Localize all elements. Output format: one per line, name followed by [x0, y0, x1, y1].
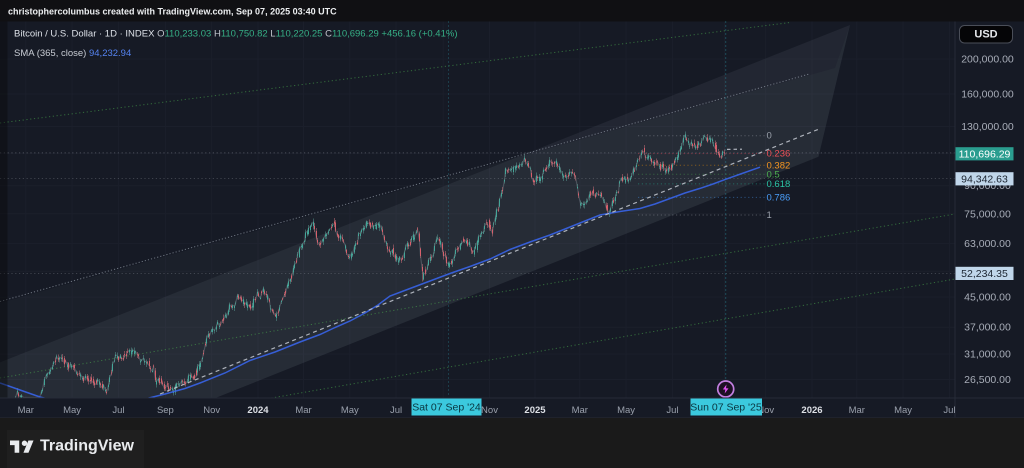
svg-text:Sep: Sep — [157, 405, 174, 416]
svg-text:0.786: 0.786 — [767, 193, 791, 204]
svg-text:TradingView: TradingView — [40, 438, 135, 455]
svg-text:31,000.00: 31,000.00 — [964, 349, 1011, 361]
svg-text:Sun 07 Sep '25: Sun 07 Sep '25 — [690, 402, 762, 414]
svg-text:0: 0 — [767, 130, 772, 141]
svg-text:Nov: Nov — [757, 405, 774, 416]
svg-text:Mar: Mar — [18, 405, 34, 416]
svg-text:130,000.00: 130,000.00 — [961, 121, 1014, 133]
svg-text:2024: 2024 — [247, 405, 269, 416]
svg-text:May: May — [341, 405, 359, 416]
svg-text:Mar: Mar — [572, 405, 588, 416]
svg-text:christophercolumbus created wi: christophercolumbus created with Trading… — [8, 7, 337, 17]
svg-text:0.618: 0.618 — [767, 179, 791, 190]
svg-text:May: May — [894, 405, 912, 416]
svg-text:May: May — [63, 405, 81, 416]
svg-text:37,000.00: 37,000.00 — [964, 322, 1011, 334]
svg-text:110,696.29: 110,696.29 — [959, 148, 1011, 160]
svg-text:0.382: 0.382 — [767, 161, 791, 172]
svg-text:Bitcoin / U.S. Dollar · 1D · I: Bitcoin / U.S. Dollar · 1D · INDEX O110,… — [14, 29, 458, 40]
svg-text:Jul: Jul — [112, 405, 124, 416]
svg-text:200,000.00: 200,000.00 — [961, 54, 1014, 66]
svg-text:75,000.00: 75,000.00 — [964, 208, 1011, 220]
svg-text:Mar: Mar — [295, 405, 311, 416]
svg-text:May: May — [617, 405, 635, 416]
svg-text:160,000.00: 160,000.00 — [961, 89, 1014, 101]
svg-text:63,000.00: 63,000.00 — [964, 238, 1011, 250]
svg-text:0.5: 0.5 — [767, 170, 780, 181]
svg-text:26,500.00: 26,500.00 — [964, 374, 1011, 386]
svg-text:1: 1 — [767, 210, 772, 221]
svg-text:Jul: Jul — [390, 405, 402, 416]
svg-text:45,000.00: 45,000.00 — [964, 292, 1011, 304]
svg-text:Jul: Jul — [666, 405, 678, 416]
svg-text:2026: 2026 — [801, 405, 822, 416]
svg-text:Mar: Mar — [849, 405, 865, 416]
svg-text:2025: 2025 — [524, 405, 546, 416]
svg-text:Sat 07 Sep '24: Sat 07 Sep '24 — [412, 402, 481, 414]
svg-text:52,234.35: 52,234.35 — [961, 268, 1008, 280]
svg-text:94,342.63: 94,342.63 — [961, 173, 1008, 185]
svg-text:Nov: Nov — [481, 405, 498, 416]
svg-text:SMA (365, close) 94,232.94: SMA (365, close) 94,232.94 — [14, 48, 131, 59]
svg-text:0.236: 0.236 — [767, 149, 791, 160]
svg-text:Jul: Jul — [943, 405, 955, 416]
svg-text:USD: USD — [974, 29, 997, 41]
svg-text:Nov: Nov — [203, 405, 220, 416]
